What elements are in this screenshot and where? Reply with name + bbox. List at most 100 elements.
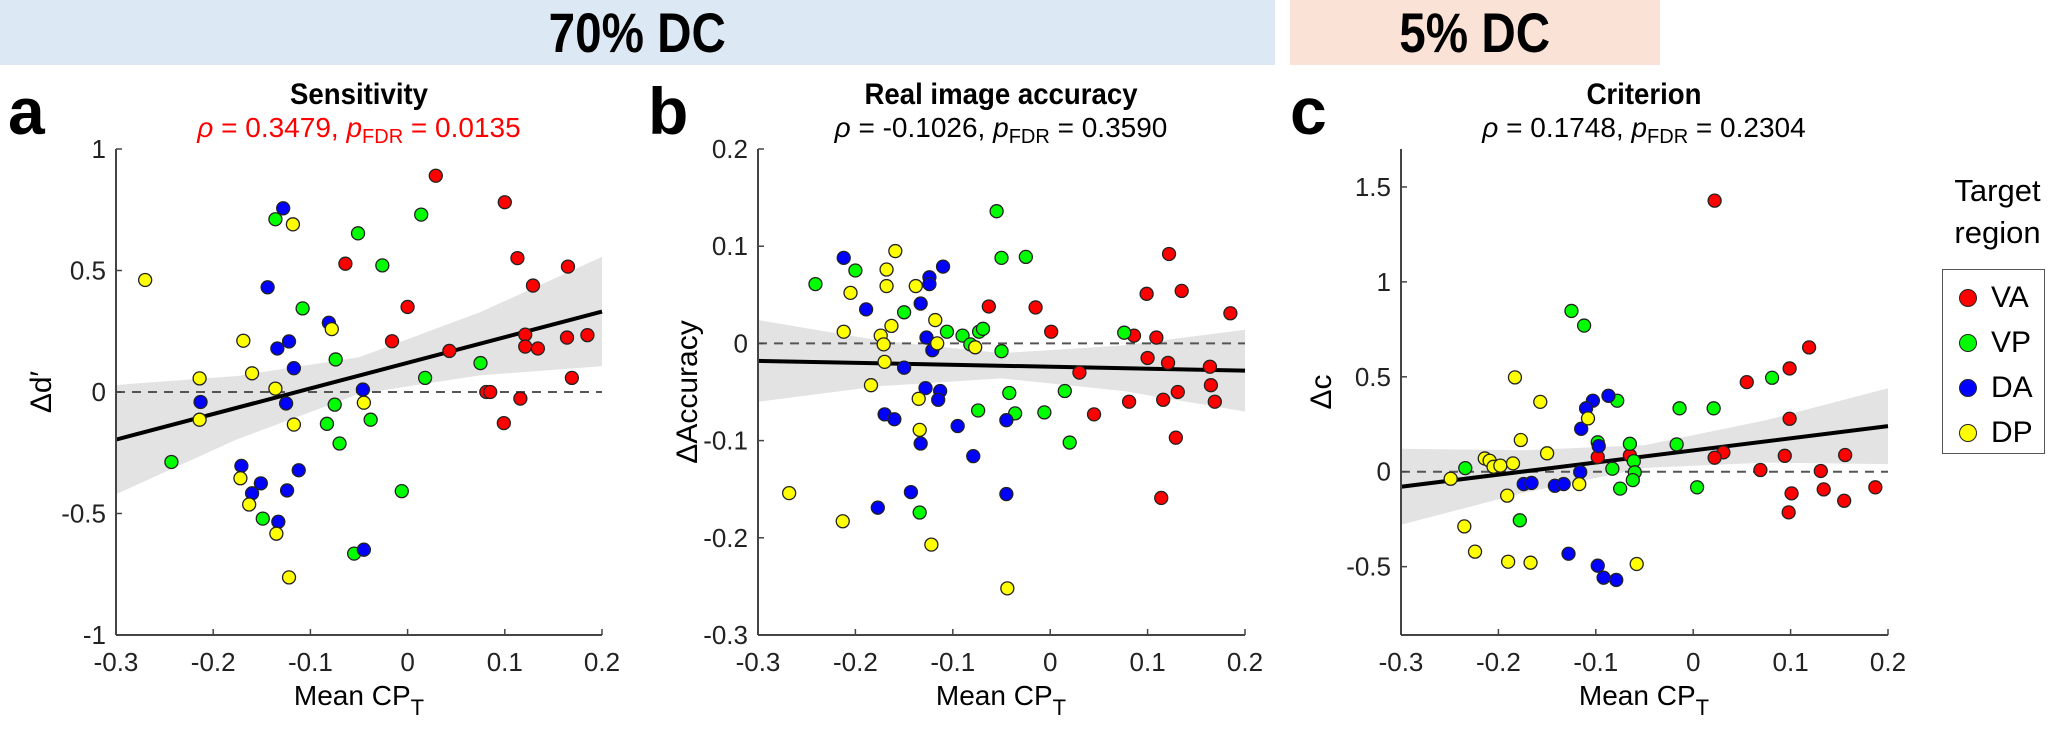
banner-5-dc-label: 5% DC	[1399, 1, 1551, 64]
data-point-vp	[255, 511, 270, 526]
data-point-va	[981, 299, 996, 314]
data-point-vp	[989, 204, 1004, 219]
x-tick-label: -0.3	[94, 647, 139, 677]
data-point-da	[291, 463, 306, 478]
data-point-va	[1207, 394, 1222, 409]
data-point-va	[1139, 286, 1154, 301]
x-tick-label: -0.3	[736, 647, 781, 677]
data-point-da	[1573, 464, 1588, 480]
data-point-vp	[1037, 405, 1052, 420]
data-point-vp	[1625, 472, 1640, 488]
data-point-va	[1160, 355, 1176, 370]
vp-marker-icon	[1959, 334, 1977, 352]
series-vp	[1458, 303, 1780, 528]
data-point-dp	[836, 324, 851, 339]
data-point-vp	[363, 412, 378, 427]
data-point-dp	[911, 391, 926, 406]
panel-c-xlabel: Mean CPT	[1578, 680, 1710, 720]
data-point-va	[518, 327, 533, 342]
x-tick-label: -0.2	[1476, 647, 1521, 677]
data-point-da	[896, 360, 912, 375]
data-point-vp	[1672, 401, 1687, 416]
data-point-vp	[417, 370, 433, 386]
panel-c-title: Criterion	[1586, 78, 1702, 111]
x-tick-label: -0.2	[191, 647, 236, 677]
data-point-dp	[1493, 458, 1508, 473]
data-point-vp	[1605, 461, 1620, 476]
data-point-vp	[848, 263, 863, 278]
data-point-va	[1154, 490, 1169, 506]
data-point-va	[1707, 450, 1722, 465]
data-point-dp	[192, 412, 207, 427]
y-tick-label: 0.5	[1355, 362, 1391, 392]
data-point-dp	[1505, 456, 1521, 471]
data-point-vp	[1622, 436, 1638, 451]
y-tick-label: 0.1	[712, 231, 748, 261]
panel-b-stats: ρ = -0.1026, pFDR = 0.3590	[834, 112, 1168, 148]
series-dp	[782, 243, 1015, 596]
data-point-dp	[192, 371, 207, 386]
data-point-dp	[884, 318, 899, 334]
data-point-vp	[1689, 480, 1705, 495]
data-point-da	[1556, 476, 1571, 492]
legend-item-da: DA	[1943, 368, 2033, 408]
data-point-da	[260, 280, 275, 295]
data-point-da	[253, 476, 268, 491]
data-point-vp	[896, 305, 912, 320]
data-point-va	[497, 195, 512, 210]
x-tick-label: 0.1	[1130, 647, 1166, 677]
data-point-vp	[1669, 437, 1684, 452]
data-point-dp	[879, 278, 894, 294]
data-point-da	[919, 330, 934, 345]
data-point-va	[1202, 359, 1218, 374]
x-tick-label: 0.2	[584, 647, 620, 677]
panel-b-xlabel: Mean CPT	[935, 680, 1067, 720]
data-point-va	[1140, 350, 1155, 366]
data-point-va	[1161, 246, 1177, 262]
data-point-dp	[1500, 554, 1516, 569]
data-point-va	[483, 384, 498, 400]
data-point-vp	[1057, 383, 1072, 399]
va-marker-icon	[1959, 289, 1977, 307]
data-point-dp	[924, 537, 939, 552]
data-point-vp	[473, 355, 488, 371]
data-point-va	[1156, 392, 1171, 407]
x-tick-label: -0.2	[833, 647, 878, 677]
banner-5-dc: 5% DC	[1290, 0, 1660, 65]
data-point-va	[1781, 505, 1796, 520]
data-point-da	[355, 382, 371, 397]
regression-line	[757, 358, 1246, 373]
data-point-vp	[808, 276, 823, 292]
data-point-vp	[295, 301, 310, 316]
panel-a-xlabel: Mean CPT	[293, 680, 425, 720]
data-point-va	[1782, 411, 1797, 426]
banner-70-dc-label: 70% DC	[548, 1, 727, 64]
data-point-dp	[268, 381, 283, 396]
data-point-vp	[1764, 370, 1780, 385]
data-point-va	[564, 370, 580, 386]
x-tick-label: -0.1	[1573, 647, 1618, 677]
y-tick-label: 1	[1377, 267, 1391, 297]
data-point-da	[278, 396, 294, 411]
data-point-dp	[1507, 370, 1523, 385]
data-point-dp	[285, 217, 301, 232]
data-point-da	[1596, 570, 1611, 585]
data-point-dp	[1523, 555, 1538, 570]
data-point-da	[1609, 572, 1624, 588]
x-tick-label: 0.1	[487, 647, 523, 677]
data-point-dp	[281, 570, 297, 585]
data-point-va	[1223, 306, 1238, 321]
legend-item-vp: VP	[1943, 323, 2031, 363]
x-tick-label: 0	[400, 647, 414, 677]
data-point-da	[270, 341, 285, 356]
data-point-dp	[912, 422, 927, 438]
data-point-dp	[1467, 544, 1483, 559]
legend-title: Target region	[1954, 173, 2041, 250]
data-point-da	[1591, 438, 1606, 454]
panel-c-stats: ρ = 0.1748, pFDR = 0.2304	[1482, 112, 1806, 148]
data-point-va	[384, 334, 400, 349]
data-point-vp	[164, 454, 179, 470]
data-point-dp	[930, 336, 945, 351]
y-tick-label: -0.2	[703, 523, 748, 553]
da-marker-icon	[1959, 379, 1977, 397]
